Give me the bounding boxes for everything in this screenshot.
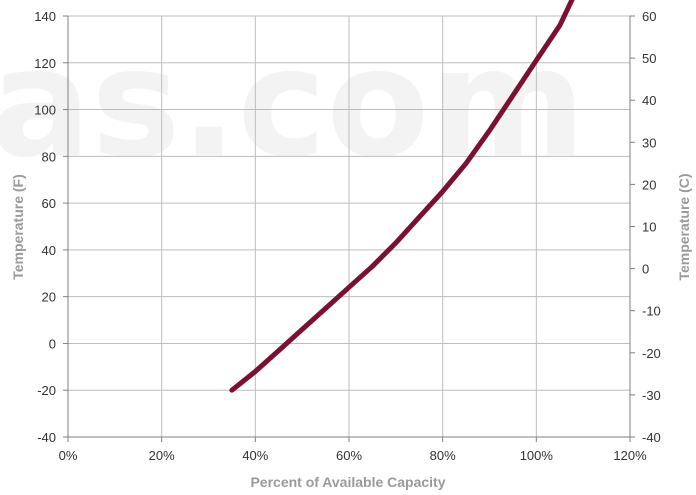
y-tick-label: -40 xyxy=(37,430,56,445)
x-tick-label: 60% xyxy=(336,448,362,463)
y2-tick-label: -40 xyxy=(642,430,661,445)
x-tick-label: 100% xyxy=(520,448,554,463)
y-tick-label: 0 xyxy=(49,336,56,351)
watermark: as.com xyxy=(0,17,586,191)
x-tick-label: 20% xyxy=(149,448,175,463)
y2-tick-label: 40 xyxy=(642,93,656,108)
x-axis-title: Percent of Available Capacity xyxy=(250,474,445,490)
x-tick-label: 120% xyxy=(613,448,647,463)
axes xyxy=(63,15,635,442)
y2-tick-label: 10 xyxy=(642,220,656,235)
y2-tick-label: -20 xyxy=(642,346,661,361)
y2-axis-title: Temperature (C) xyxy=(676,173,692,280)
tick-labels: 0% 20% 40% 60% 80% 100% 120%-40-20020406080100… xyxy=(34,9,661,463)
y-tick-label: 140 xyxy=(34,9,56,24)
y2-tick-label: -10 xyxy=(642,304,661,319)
y2-tick-label: 60 xyxy=(642,9,656,24)
y-tick-label: 100 xyxy=(34,103,56,118)
y-tick-label: -20 xyxy=(37,383,56,398)
y2-tick-label: -30 xyxy=(642,388,661,403)
series-group xyxy=(229,0,575,393)
x-tick-label: 40% xyxy=(242,448,268,463)
y2-tick-label: 20 xyxy=(642,177,656,192)
temperature-capacity-line xyxy=(229,0,575,393)
y-axis-title: Temperature (F) xyxy=(10,174,26,280)
y-tick-label: 80 xyxy=(42,149,56,164)
y2-tick-label: 50 xyxy=(642,51,656,66)
grid xyxy=(67,15,631,438)
y-tick-label: 120 xyxy=(34,56,56,71)
x-tick-label: 80% xyxy=(430,448,456,463)
x-tick-label: 0% xyxy=(59,448,78,463)
y-tick-label: 20 xyxy=(42,290,56,305)
y2-tick-label: 30 xyxy=(642,135,656,150)
y-tick-label: 40 xyxy=(42,243,56,258)
y-tick-label: 60 xyxy=(42,196,56,211)
y2-tick-label: 0 xyxy=(642,262,649,277)
